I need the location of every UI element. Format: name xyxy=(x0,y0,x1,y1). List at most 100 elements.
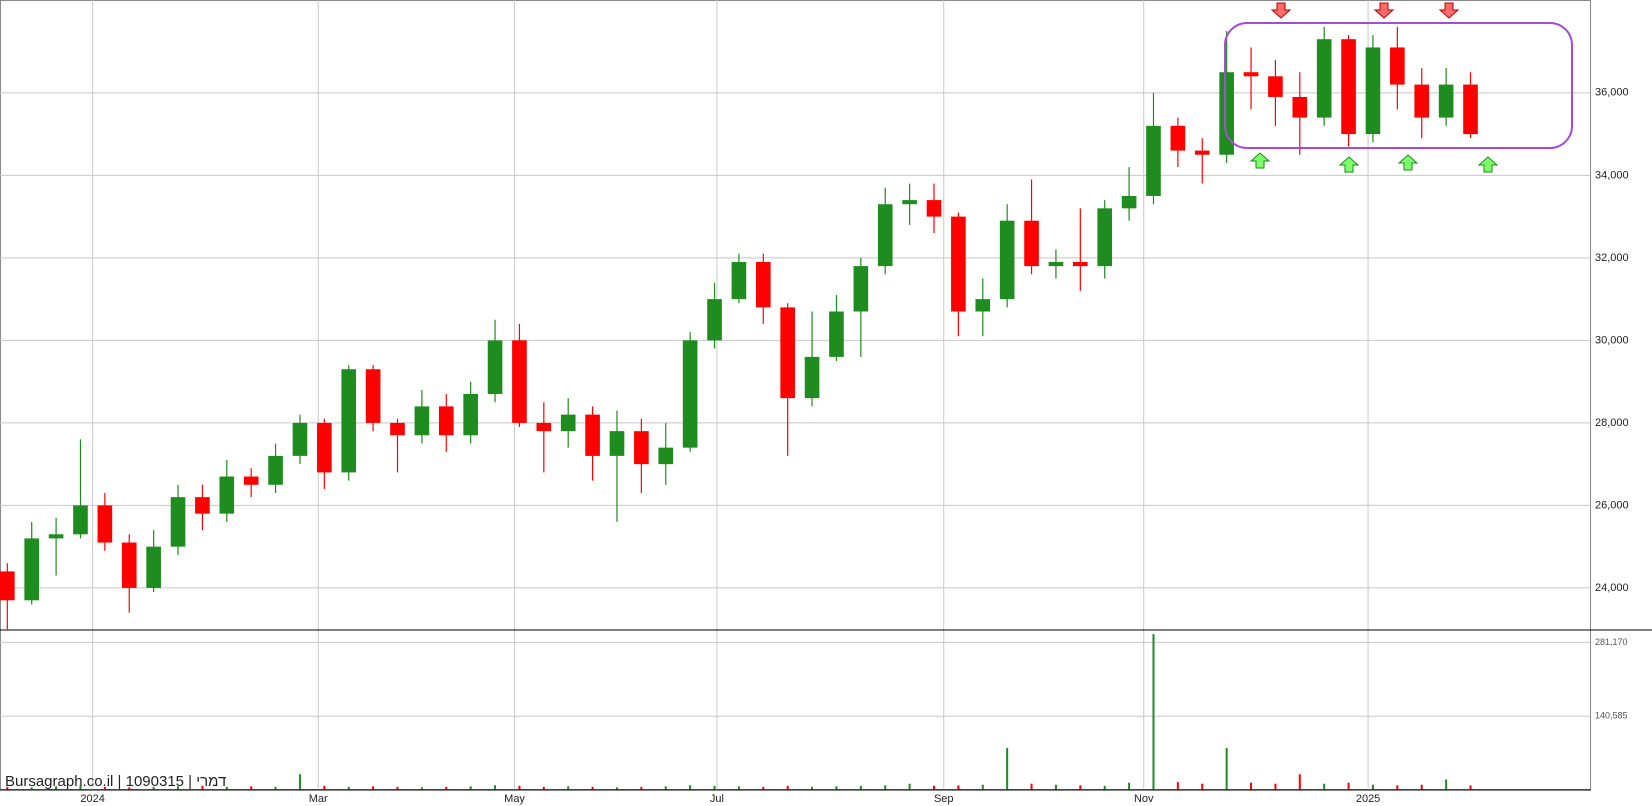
volume-bar xyxy=(445,786,448,790)
volume-bar xyxy=(494,785,497,790)
volume-bar xyxy=(762,786,765,790)
up-arrow xyxy=(1397,154,1419,171)
volume-bar xyxy=(30,787,33,790)
candle-body xyxy=(170,497,186,547)
x-tick-label: May xyxy=(504,793,525,805)
volume-bar xyxy=(469,786,472,790)
candle-body xyxy=(268,455,283,485)
volume-bar xyxy=(55,786,58,790)
up-arrow xyxy=(1477,156,1499,173)
volume-bar xyxy=(1103,785,1106,790)
candle-body xyxy=(1146,125,1161,196)
volume-bar xyxy=(689,785,692,790)
range-box xyxy=(1224,22,1573,149)
volume-bar xyxy=(981,784,984,790)
y-tick-label: 32,000 xyxy=(1595,252,1629,264)
volume-bar xyxy=(786,785,789,790)
x-tick-label: Nov xyxy=(1134,793,1154,805)
y-tick-label: 34,000 xyxy=(1595,169,1629,181)
candle-body xyxy=(0,571,15,601)
volume-bar xyxy=(737,786,740,790)
volume-bar xyxy=(1469,785,1472,790)
candle-body xyxy=(48,534,64,539)
volume-bar xyxy=(177,786,180,790)
volume-bar xyxy=(225,786,228,790)
volume-bar xyxy=(420,787,423,790)
marks xyxy=(0,26,1478,790)
x-tick-label: Sep xyxy=(934,793,954,805)
y-tick-label: 28,000 xyxy=(1595,417,1629,429)
volume-bar xyxy=(347,786,350,790)
volume-bar xyxy=(1371,784,1374,790)
candle-body xyxy=(1316,39,1332,118)
candle-body xyxy=(755,261,771,308)
volume-bar xyxy=(542,786,545,790)
candle-body xyxy=(390,422,405,436)
candle-body xyxy=(219,476,235,514)
candle-body xyxy=(243,476,259,485)
source-label: Bursagraph.co.il | 1090315 | דמרי xyxy=(5,773,226,790)
volume-bar xyxy=(6,786,9,790)
volume-bar xyxy=(128,787,131,790)
x-tick-label: 2024 xyxy=(80,793,104,805)
candle-body xyxy=(1097,208,1113,267)
volume-bar xyxy=(1079,785,1082,790)
candle-body xyxy=(1170,125,1186,151)
candle-body xyxy=(707,299,722,341)
volume-bar xyxy=(1323,783,1326,790)
candle-body xyxy=(877,204,893,267)
candle-body xyxy=(902,200,917,205)
candle-body xyxy=(365,369,381,423)
volume-bar xyxy=(615,787,618,790)
x-tick-label: Jul xyxy=(710,793,724,805)
volume-bar xyxy=(1225,748,1228,790)
candle-body xyxy=(1024,220,1039,267)
volume-bar xyxy=(79,785,82,790)
volume-bar xyxy=(298,774,301,790)
candle-body xyxy=(609,431,625,456)
candle-body xyxy=(1268,76,1283,97)
candle-body xyxy=(1463,84,1478,135)
volume-bar xyxy=(908,783,911,790)
volume-bar xyxy=(567,786,570,790)
candle-body xyxy=(829,311,844,357)
candle-body xyxy=(438,406,454,436)
candle-body xyxy=(1341,39,1356,135)
volume-bar xyxy=(103,786,106,790)
volume-bar xyxy=(1030,783,1033,790)
candle-body xyxy=(73,505,88,535)
plot-frame xyxy=(0,0,1591,790)
y-tick-label: 36,000 xyxy=(1595,87,1629,99)
candle-body xyxy=(585,414,600,456)
candle-body xyxy=(853,266,869,312)
candle-body xyxy=(1414,84,1430,118)
y-tick-label: 24,000 xyxy=(1595,582,1629,594)
volume-bar xyxy=(372,786,375,790)
candle-body xyxy=(292,422,308,456)
volume-bar xyxy=(1445,779,1448,790)
y2-tick-label: 140,585 xyxy=(1595,711,1628,721)
candle-body xyxy=(1390,47,1405,85)
candle-body xyxy=(1073,261,1088,267)
candle-body xyxy=(97,505,113,543)
candle-body xyxy=(780,307,795,399)
volume-bar xyxy=(884,785,887,790)
candle-body xyxy=(926,200,942,217)
volume-bar xyxy=(640,786,643,790)
candle-body xyxy=(1365,47,1381,135)
candle-body xyxy=(560,414,576,432)
grid xyxy=(0,0,1590,790)
candle-body xyxy=(146,546,161,588)
candle-body xyxy=(634,431,649,465)
volume-bar xyxy=(250,786,253,790)
volume-bar xyxy=(1274,783,1277,790)
volume-bar xyxy=(152,786,155,790)
candle-body xyxy=(487,340,503,395)
volume-bar xyxy=(1152,634,1155,790)
up-arrow xyxy=(1338,156,1360,173)
volume-bar xyxy=(274,786,277,790)
candle-body xyxy=(463,394,478,436)
candle-body xyxy=(975,299,991,312)
volume-bar xyxy=(1006,748,1009,790)
candle-body xyxy=(341,369,357,473)
